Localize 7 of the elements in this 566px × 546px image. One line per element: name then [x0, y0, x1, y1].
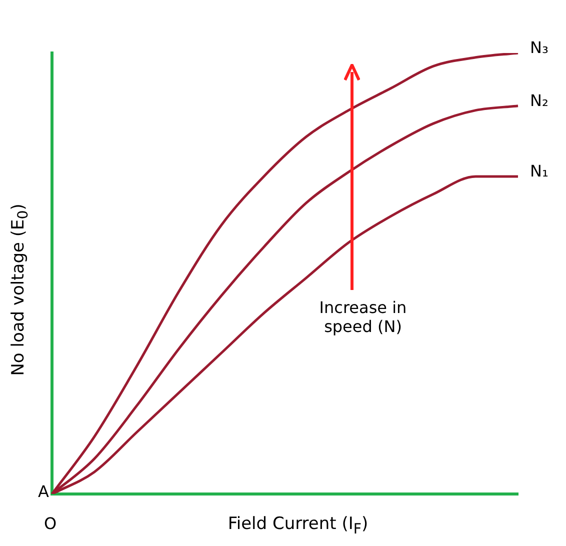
series-label: N₁ [530, 162, 548, 181]
text: O [44, 514, 57, 533]
text: A [38, 482, 49, 501]
series-label: N₃ [530, 38, 548, 58]
annotation: Increase in speed (N) [318, 298, 408, 336]
series-label: N₂ [530, 91, 548, 110]
x-axis-title: Field Current (I$_{F}$) [226, 514, 370, 538]
